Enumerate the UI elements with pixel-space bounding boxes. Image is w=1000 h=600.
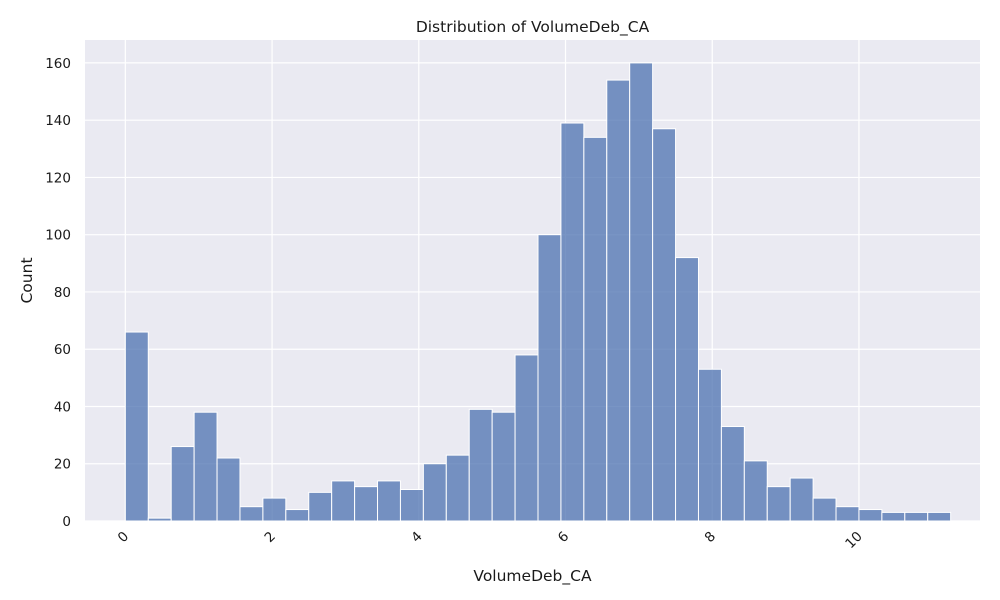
y-tick-label: 60 xyxy=(54,342,71,358)
x-tick-label: 6 xyxy=(555,529,572,546)
y-tick-label: 20 xyxy=(54,457,71,473)
histogram-bar xyxy=(399,489,424,522)
y-tick-label: 160 xyxy=(45,56,71,72)
histogram-bar xyxy=(560,122,585,522)
histogram-bar xyxy=(377,480,401,522)
chart-title: Distribution of VolumeDeb_CA xyxy=(416,18,650,37)
histogram-bar xyxy=(445,454,470,522)
histogram-bar xyxy=(147,517,172,522)
histogram-bar xyxy=(170,446,195,522)
histogram-bar xyxy=(537,234,562,522)
y-tick-label: 100 xyxy=(45,228,71,244)
histogram-bar xyxy=(904,511,929,522)
x-tick-label: 10 xyxy=(842,529,865,552)
histogram-bar xyxy=(812,497,837,522)
histogram-bar xyxy=(789,477,814,522)
histogram-bar xyxy=(606,79,631,522)
histogram-bar xyxy=(354,486,379,522)
histogram-bar xyxy=(743,460,768,522)
histogram-bar xyxy=(216,457,241,522)
y-tick-label: 40 xyxy=(54,399,71,415)
histogram-bar xyxy=(124,331,149,522)
histogram-bar xyxy=(262,497,287,522)
x-tick-label: 4 xyxy=(408,529,425,546)
y-tick-labels: 0 20 40 60 80 100 120 140 160 xyxy=(45,56,71,530)
histogram-bar xyxy=(583,136,608,522)
histogram-bar xyxy=(491,411,516,522)
histogram-bar xyxy=(193,411,218,522)
x-tick-label: 0 xyxy=(115,529,132,546)
x-tick-label: 8 xyxy=(702,529,719,546)
histogram-bar xyxy=(652,128,677,522)
histogram-bar xyxy=(331,480,356,522)
x-tick-labels: 0 2 4 6 8 10 xyxy=(115,529,866,552)
histogram-bar xyxy=(927,511,952,522)
histogram-bar xyxy=(285,509,310,522)
histogram-bar xyxy=(308,491,333,522)
histogram-bar xyxy=(239,506,264,522)
y-tick-label: 140 xyxy=(45,113,71,129)
histogram-bar xyxy=(766,486,791,522)
histogram-bar xyxy=(422,463,447,522)
histogram-bar xyxy=(629,62,654,522)
y-tick-label: 120 xyxy=(45,170,71,186)
histogram-bar xyxy=(697,368,722,522)
x-tick-label: 2 xyxy=(262,529,279,546)
histogram-bar xyxy=(468,408,493,522)
histogram-bar xyxy=(858,509,883,522)
histogram-bar xyxy=(720,426,745,522)
y-tick-label: 0 xyxy=(62,514,71,530)
x-axis-label: VolumeDeb_CA xyxy=(473,567,592,586)
histogram-bar xyxy=(881,511,906,522)
bars xyxy=(124,62,952,522)
histogram-bar xyxy=(835,506,860,522)
histogram-bar xyxy=(675,257,699,522)
y-axis-label: Count xyxy=(18,257,36,303)
y-tick-label: 80 xyxy=(54,285,71,301)
histogram-bar xyxy=(514,354,539,522)
